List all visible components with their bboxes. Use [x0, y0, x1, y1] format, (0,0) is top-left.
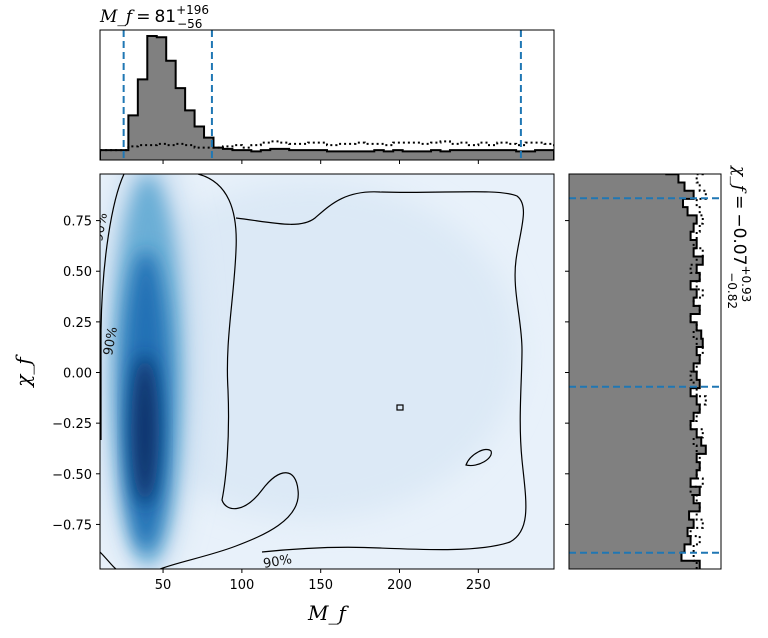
x-tick-label-1: 100 — [229, 578, 254, 593]
contour-label-left: 90% — [101, 326, 121, 357]
top-hist-title: M_f = 81+196 −56 — [99, 3, 209, 31]
right-title-plus: +0.93 — [739, 265, 753, 302]
x-tick-label-2: 150 — [308, 578, 333, 593]
density-peak — [131, 355, 159, 505]
y-tick-label-0: −0.75 — [52, 518, 92, 533]
top-title-plus: +196 — [176, 3, 209, 17]
contour-label-bottom: 90% — [262, 552, 293, 572]
right-hist-ticks — [565, 220, 569, 525]
contour-corner — [100, 551, 117, 569]
right-marginal-panel: χ_f= −0.07+0.93−0.82 — [565, 165, 753, 570]
top-title-minus: −56 — [177, 17, 202, 31]
joint-density-panel: 90% 90% 90% 50 100 150 200 250 −0.75−0.50−0.… — [11, 173, 555, 625]
right-title-minus: −0.82 — [725, 272, 739, 309]
x-tick-label-4: 250 — [466, 578, 491, 593]
top-prior-step — [100, 140, 554, 160]
y-tick-label-3: 0.00 — [63, 367, 92, 382]
top-hist-bars — [100, 30, 554, 160]
x-tick-label-3: 200 — [387, 578, 412, 593]
contour-main — [159, 174, 299, 569]
top-posterior-step — [100, 35, 554, 160]
density-diffuse-region — [100, 180, 520, 520]
joint-frame — [99, 173, 555, 570]
x-tick-label-0: 50 — [155, 578, 172, 593]
top-hist-frame — [99, 29, 555, 161]
right-hist-frame — [568, 173, 722, 570]
contour-island-small — [396, 404, 404, 411]
right-posterior-step — [665, 174, 707, 569]
top-hist-ticks — [162, 160, 479, 164]
x-axis-label: M_f — [307, 601, 349, 625]
contour-label-top: 90% — [91, 212, 111, 243]
right-title-value: −0.07 — [729, 213, 749, 265]
y-tick-label-6: 0.75 — [63, 215, 92, 230]
right-title-eq: = — [729, 195, 749, 209]
top-posterior-fill — [100, 36, 554, 160]
top-title-eq: = — [136, 7, 150, 27]
y-tick-label-2: −0.25 — [52, 417, 92, 432]
right-hist-bars — [569, 174, 721, 569]
contour-outer — [235, 191, 527, 553]
contour-left — [100, 174, 125, 440]
contour-island-right — [465, 448, 492, 467]
y-tick-label-4: 0.25 — [63, 316, 92, 331]
y-tick-label-1: −0.50 — [52, 468, 92, 483]
top-marginal-panel: M_f = 81+196 −56 — [99, 3, 555, 164]
right-prior-step — [689, 174, 707, 569]
right-posterior-fill — [569, 174, 706, 569]
joint-x-ticks: 50 100 150 200 250 — [155, 569, 491, 593]
right-hist-title: χ_f= −0.07+0.93−0.82 — [725, 165, 753, 309]
y-tick-label-5: 0.50 — [63, 265, 92, 280]
y-axis-label: χ_f — [11, 354, 35, 389]
top-title-var: M_f — [99, 7, 135, 27]
right-title-var: χ_f — [729, 165, 749, 194]
density-heatmap: 90% 90% 90% — [91, 174, 527, 572]
top-title-value: 81 — [154, 7, 176, 27]
joint-y-ticks: −0.75 −0.50 −0.25 0.00 0.25 0.50 0.75 — [52, 215, 100, 533]
